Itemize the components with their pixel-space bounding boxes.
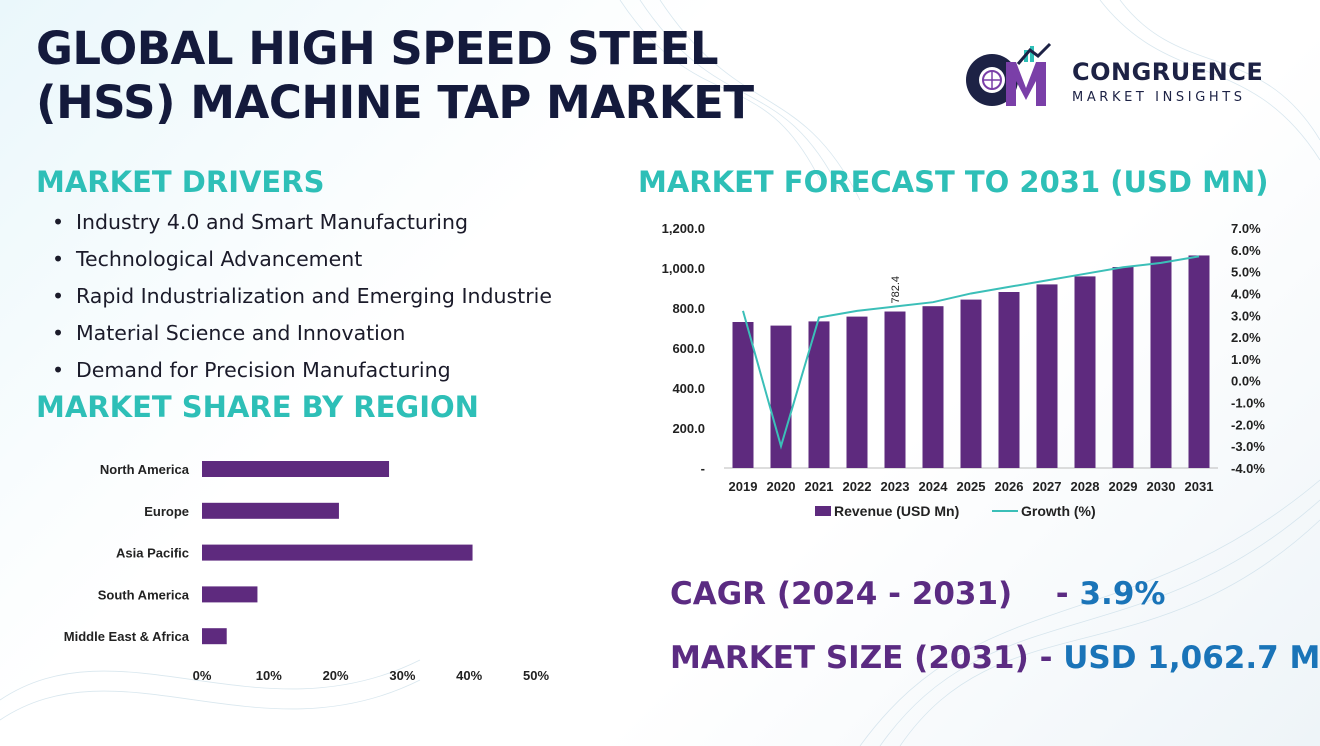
market-size-value: USD 1,062.7 MN — [1063, 640, 1320, 676]
list-item: • Material Science and Innovation — [52, 315, 612, 352]
market-forecast-heading: MARKET FORECAST TO 2031 (USD MN) — [638, 165, 1269, 199]
list-item: • Demand for Precision Manufacturing — [52, 352, 612, 389]
page-title: GLOBAL HIGH SPEED STEEL (HSS) MACHINE TA… — [36, 22, 896, 130]
bullet-icon: • — [52, 358, 65, 382]
bullet-icon: • — [52, 284, 65, 308]
market-size-label: MARKET SIZE (2031) — [670, 640, 1029, 676]
logo-name: CONGRUENCE — [1072, 58, 1264, 86]
title-line-2: (HSS) MACHINE TAP MARKET — [36, 76, 754, 129]
bullet-icon: • — [52, 247, 65, 271]
bullet-icon: • — [52, 321, 65, 345]
market-share-heading: MARKET SHARE BY REGION — [36, 390, 479, 424]
market-drivers-heading: MARKET DRIVERS — [36, 165, 325, 199]
list-item: • Industry 4.0 and Smart Manufacturing — [52, 204, 612, 241]
drivers-list: • Industry 4.0 and Smart Manufacturing • T… — [52, 204, 612, 389]
cagr-dash: - — [1055, 576, 1069, 612]
cagr-label: CAGR (2024 - 2031) — [670, 576, 1013, 612]
cagr-stat: CAGR (2024 - 2031) - 3.9% — [670, 576, 1165, 612]
company-logo: CONGRUENCE MARKET INSIGHTS — [964, 42, 1294, 112]
title-line-1: GLOBAL HIGH SPEED STEEL — [36, 22, 719, 75]
list-item: • Rapid Industrialization and Emerging In… — [52, 278, 612, 315]
cagr-value: 3.9% — [1079, 576, 1166, 612]
logo-mark-icon — [966, 42, 1052, 106]
bullet-icon: • — [52, 210, 65, 234]
logo-subtitle: MARKET INSIGHTS — [1072, 90, 1246, 105]
list-item: • Technological Advancement — [52, 241, 612, 278]
market-size-stat: MARKET SIZE (2031) - USD 1,062.7 MN — [670, 640, 1320, 676]
market-size-dash: - — [1039, 640, 1053, 676]
